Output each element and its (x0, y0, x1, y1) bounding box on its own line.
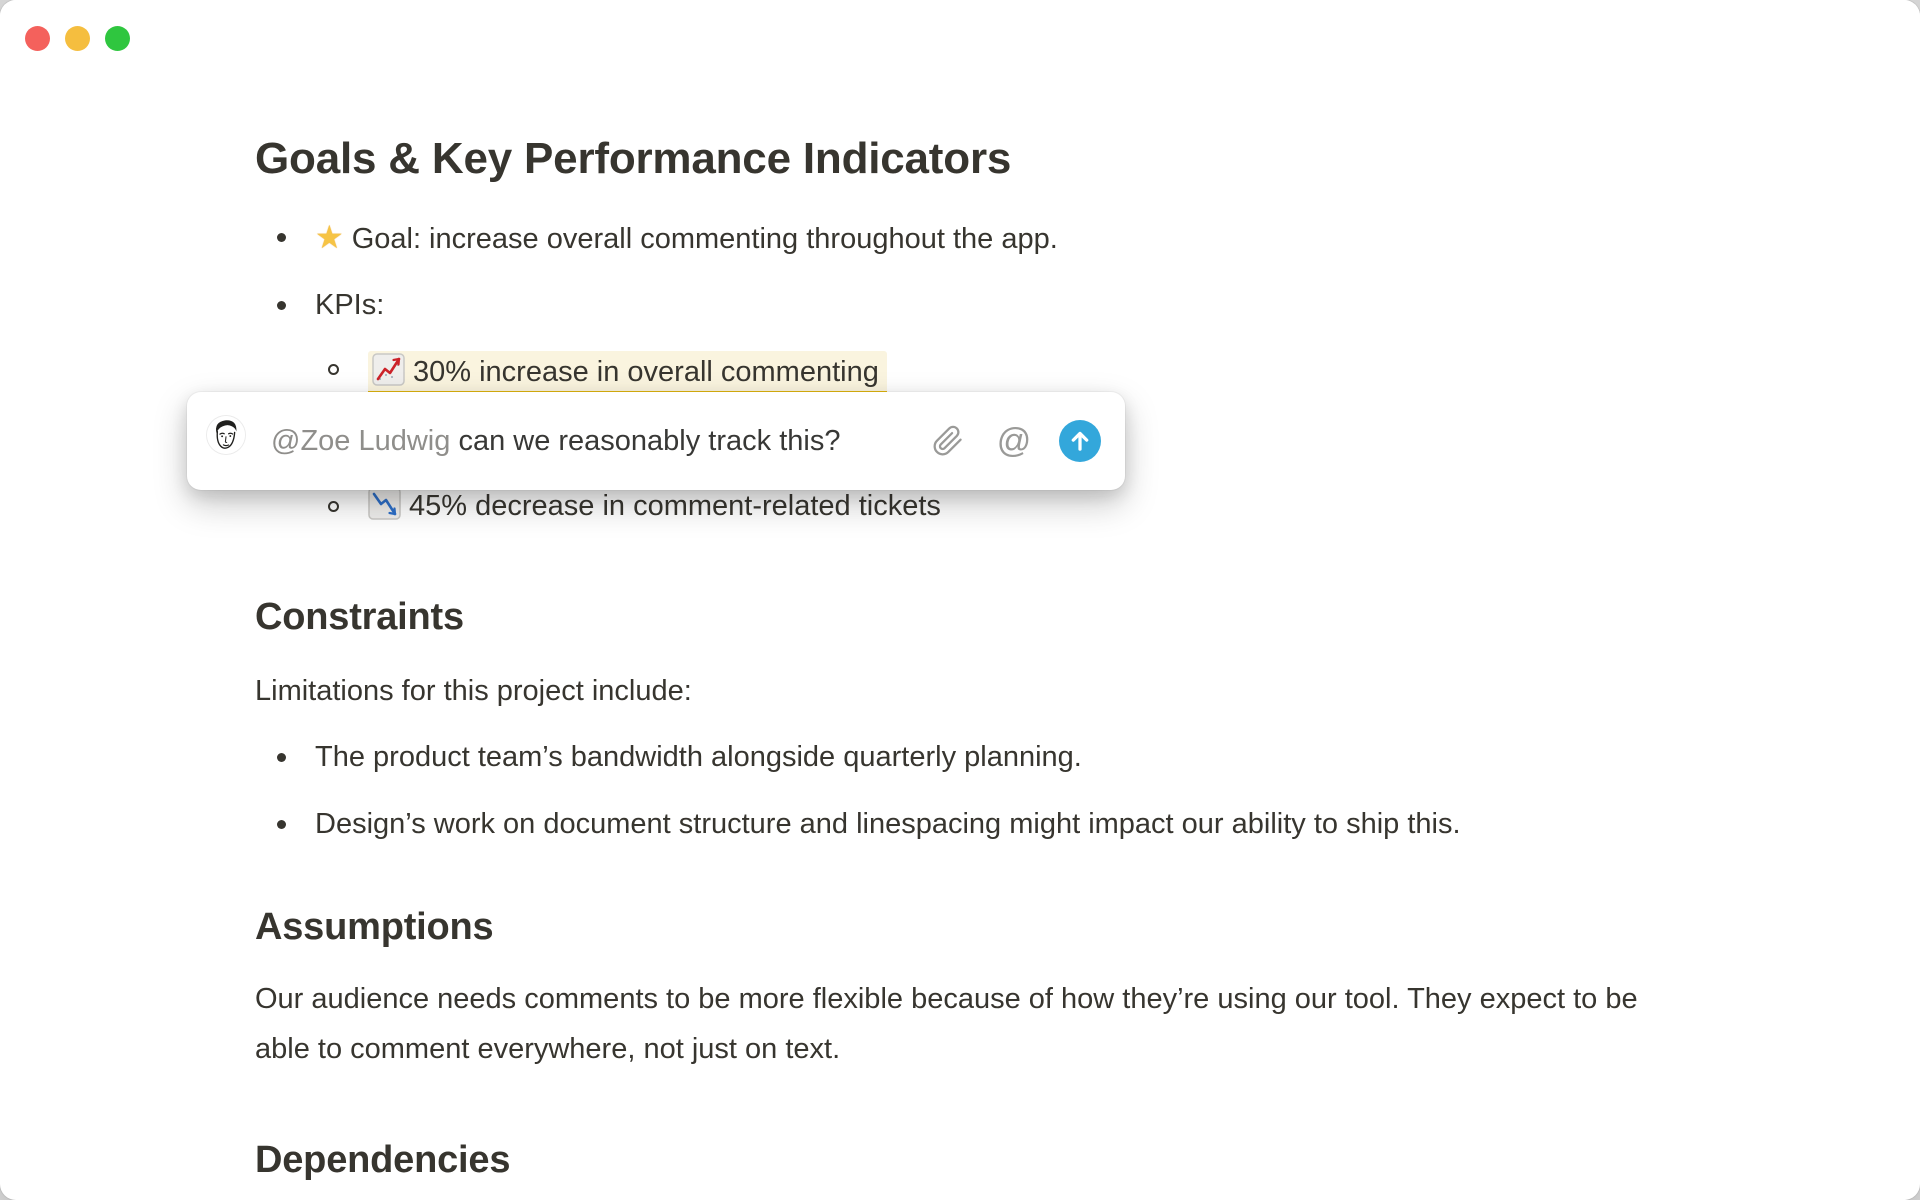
comment-actions: @ (927, 420, 1101, 462)
mention-chip[interactable]: @Zoe Ludwig (271, 424, 451, 457)
mention-user-button[interactable]: @ (993, 420, 1035, 462)
sub-bullet-kpi-1[interactable]: 30% increase in overall commenting (315, 347, 1820, 397)
paperclip-icon (933, 425, 962, 456)
comment-draft-text: can we reasonably track this? (458, 424, 841, 457)
chart-increasing-emoji (372, 353, 405, 386)
send-up-arrow-icon (1071, 431, 1089, 451)
kpi-1-text: 30% increase in overall commenting (413, 356, 879, 388)
minimize-window-button[interactable] (65, 26, 90, 51)
kpi-2-line: 45% decrease in comment-related tickets (368, 481, 941, 531)
assumptions-paragraph[interactable]: Our audience needs comments to be more f… (255, 983, 1638, 1065)
bullet-goal-text: ★ Goal: increase overall commenting throu… (315, 219, 1058, 255)
comment-highlighted-text[interactable]: 30% increase in overall commenting (368, 351, 887, 396)
at-mention-icon: @ (996, 421, 1032, 460)
bullet-marker (255, 732, 315, 782)
bullet-goal[interactable]: ★ Goal: increase overall commenting throu… (255, 212, 1820, 264)
constraint-1-text: The product team’s bandwidth alongside q… (315, 741, 1082, 773)
bullet-constraint-2[interactable]: Design’s work on document structure and … (255, 799, 1820, 849)
zoom-window-button[interactable] (105, 26, 130, 51)
bullet-kpis[interactable]: KPIs: (255, 280, 1820, 330)
attach-file-button[interactable] (927, 420, 969, 462)
constraints-intro[interactable]: Limitations for this project include: (255, 675, 692, 707)
window-titlebar (0, 0, 1920, 76)
constraint-2-text: Design’s work on document structure and … (315, 808, 1461, 840)
avatar (207, 416, 245, 454)
comment-input[interactable]: @Zoe Ludwig can we reasonably track this… (271, 425, 915, 458)
send-comment-button[interactable] (1059, 420, 1101, 462)
heading-constraints[interactable]: Constraints (255, 596, 464, 638)
page-title[interactable]: Goals & Key Performance Indicators (255, 134, 1012, 183)
kpi-2-text: 45% decrease in comment-related tickets (409, 490, 941, 522)
bullet-marker (255, 799, 315, 849)
window-controls (25, 26, 130, 51)
sub-bullet-kpi-2[interactable]: 45% decrease in comment-related tickets (315, 481, 1820, 531)
bullet-constraint-1[interactable]: The product team’s bandwidth alongside q… (255, 732, 1820, 782)
heading-assumptions[interactable]: Assumptions (255, 906, 494, 948)
sub-bullet-marker (315, 481, 368, 531)
star-emoji: ★ (315, 219, 344, 255)
bullet-marker (255, 280, 315, 330)
bullet-kpis-text: KPIs: (315, 289, 385, 321)
close-window-button[interactable] (25, 26, 50, 51)
sub-bullet-marker (315, 347, 368, 391)
comment-popup: @Zoe Ludwig can we reasonably track this… (187, 392, 1125, 490)
chart-decreasing-emoji (368, 487, 401, 520)
bullet-marker (255, 212, 315, 262)
heading-dependencies[interactable]: Dependencies (255, 1139, 511, 1181)
